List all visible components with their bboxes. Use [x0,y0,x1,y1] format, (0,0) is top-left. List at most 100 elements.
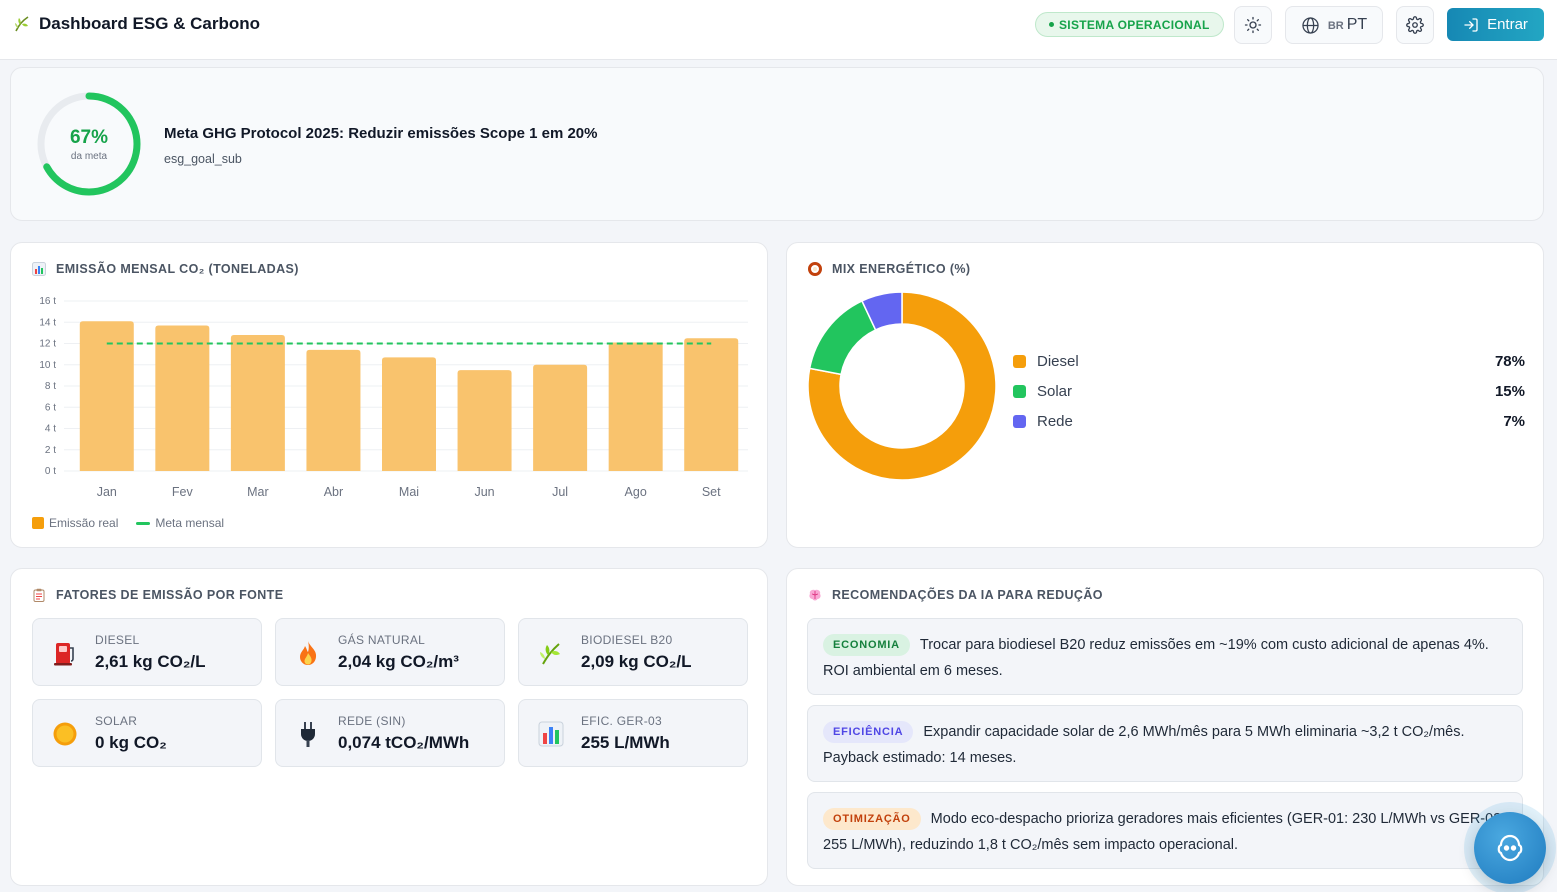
mix-value: 7% [1503,412,1525,430]
mix-swatch-grid [1013,414,1026,428]
bar [533,364,588,471]
goal-card: 67% da meta Meta GHG Protocol 2025: Redu… [10,67,1544,221]
recommendation-tag: EFICIÊNCIA [823,721,914,743]
ai-assistant-button[interactable] [1474,812,1546,884]
x-tick-label: Mar [247,485,269,499]
ai-recommendations-card: RECOMENDAÇÕES DA IA PARA REDUÇÃO ECONOMI… [786,568,1544,886]
bar [608,342,663,471]
sun-icon [1244,16,1262,34]
donut-slice-diesel [807,291,997,481]
bar [382,357,436,471]
goal-percent-sub: da meta [70,150,108,162]
recommendation-item: ECONOMIA Trocar para biodiesel B20 reduz … [807,618,1523,695]
mix-row: Diesel 78% [1013,346,1525,376]
factor-name: BIODIESEL B20 [581,633,673,647]
mix-title: MIX ENERGÉTICO (%) [832,262,971,276]
language-label: PT [1346,16,1368,33]
legend-line [136,521,151,525]
legend-real: Emissão real [32,516,118,530]
legend-goal-label: Meta mensal [155,516,225,530]
sun-icon [53,722,77,746]
factor-name: REDE (SIN) [338,714,406,728]
reco-title: RECOMENDAÇÕES DA IA PARA REDUÇÃO [832,588,1103,602]
energy-mix-card: MIX ENERGÉTICO (%) Diesel 78% Solar 15% … [786,242,1544,548]
factor-name: GÁS NATURAL [338,633,426,647]
brain-icon [809,589,821,601]
mix-name: Solar [1037,382,1073,400]
flag-label: BR [1327,20,1344,32]
page-title: Dashboard ESG & Carbono [39,14,261,33]
factor-name: DIESEL [95,633,140,647]
theme-toggle-button[interactable] [1234,6,1272,44]
goal-progress-arc [37,92,141,196]
goal-progress-ring: 67% da meta [35,90,143,198]
bar [684,338,739,471]
x-tick-label: Jun [474,485,494,499]
mix-name: Rede [1037,412,1073,430]
factor-value: 0,074 tCO₂/MWh [338,733,470,752]
section-title: MIX ENERGÉTICO (%) [808,262,970,276]
bar-chart-icon [538,721,564,747]
y-tick-label: 2 t [45,445,56,456]
factor-card-grid: REDE (SIN) 0,074 tCO₂/MWh [275,699,505,767]
herb-icon [540,643,560,665]
bar [230,335,285,471]
energy-mix-donut [807,291,997,481]
mix-legend: Diesel 78% Solar 15% Rede 7% [1013,346,1525,436]
legend-real-label: Emissão real [49,516,119,530]
x-tick-label: Set [702,485,721,499]
flame-icon [300,641,317,665]
settings-button[interactable] [1396,6,1434,44]
recommendation-text: Modo eco-despacho prioriza geradores mai… [823,811,1506,853]
x-tick-label: Abr [324,485,343,499]
emission-factors-card: FATORES DE EMISSÃO POR FONTE DIESEL 2,61… [10,568,768,886]
status-dot [1049,22,1054,27]
x-tick-label: Mai [399,485,419,499]
factors-title: FATORES DE EMISSÃO POR FONTE [56,588,284,602]
factor-card-diesel: DIESEL 2,61 kg CO₂/L [32,618,262,686]
bar [155,325,210,471]
goal-subtitle: esg_goal_sub [164,152,242,166]
x-tick-label: Jan [97,485,117,499]
y-tick-label: 16 t [39,296,56,307]
section-title: RECOMENDAÇÕES DA IA PARA REDUÇÃO [808,588,1103,602]
mix-row: Solar 15% [1013,376,1525,406]
y-tick-label: 4 t [45,424,56,435]
plug-icon [301,722,315,747]
y-tick-label: 12 t [39,339,56,350]
login-button[interactable]: Entrar [1447,8,1544,41]
x-tick-label: Jul [552,485,568,499]
recommendation-item: EFICIÊNCIA Expandir capacidade solar de 2… [807,705,1523,782]
y-tick-label: 0 t [45,466,56,477]
brand: Dashboard ESG & Carbono [13,14,260,34]
factor-name: SOLAR [95,714,138,728]
mix-name: Diesel [1037,352,1079,370]
language-selector[interactable]: BR PT [1285,6,1383,44]
donut-slice-solar [808,299,877,376]
factor-value: 2,61 kg CO₂/L [95,652,206,671]
y-tick-label: 8 t [45,381,56,392]
bot-icon [1497,834,1523,862]
top-bar: Dashboard ESG & Carbono SISTEMA OPERACIO… [0,0,1557,60]
gear-icon [1406,16,1424,34]
status-text: SISTEMA OPERACIONAL [1059,17,1210,32]
goal-title: Meta GHG Protocol 2025: Reduzir emissões… [164,125,598,142]
bar-chart-icon [32,262,46,276]
factor-value: 2,09 kg CO₂/L [581,652,692,671]
factor-card-biodiesel: BIODIESEL B20 2,09 kg CO₂/L [518,618,748,686]
emission-chart-card: EMISSÃO MENSAL CO₂ (TONELADAS) 0 t 2 t 4 t… [10,242,768,548]
globe-icon [1302,16,1319,34]
section-title: EMISSÃO MENSAL CO₂ (TONELADAS) [32,262,299,276]
factor-value: 255 L/MWh [581,733,670,752]
x-tick-label: Fev [172,485,194,499]
herb-icon [15,16,29,32]
factor-value: 2,04 kg CO₂/m³ [338,652,459,671]
goal-percent: 67% [69,126,109,148]
chart-legend: Emissão real Meta mensal [32,516,224,530]
login-icon [1464,17,1478,32]
status-badge: SISTEMA OPERACIONAL [1035,12,1224,37]
emission-chart: 0 t 2 t 4 t 6 t 8 t 10 t 12 t 14 t 16 t Jan Fev Mar… [39,296,748,499]
donut-icon [808,262,822,276]
factor-value: 0 kg CO₂ [95,733,167,752]
mix-row: Rede 7% [1013,406,1525,436]
